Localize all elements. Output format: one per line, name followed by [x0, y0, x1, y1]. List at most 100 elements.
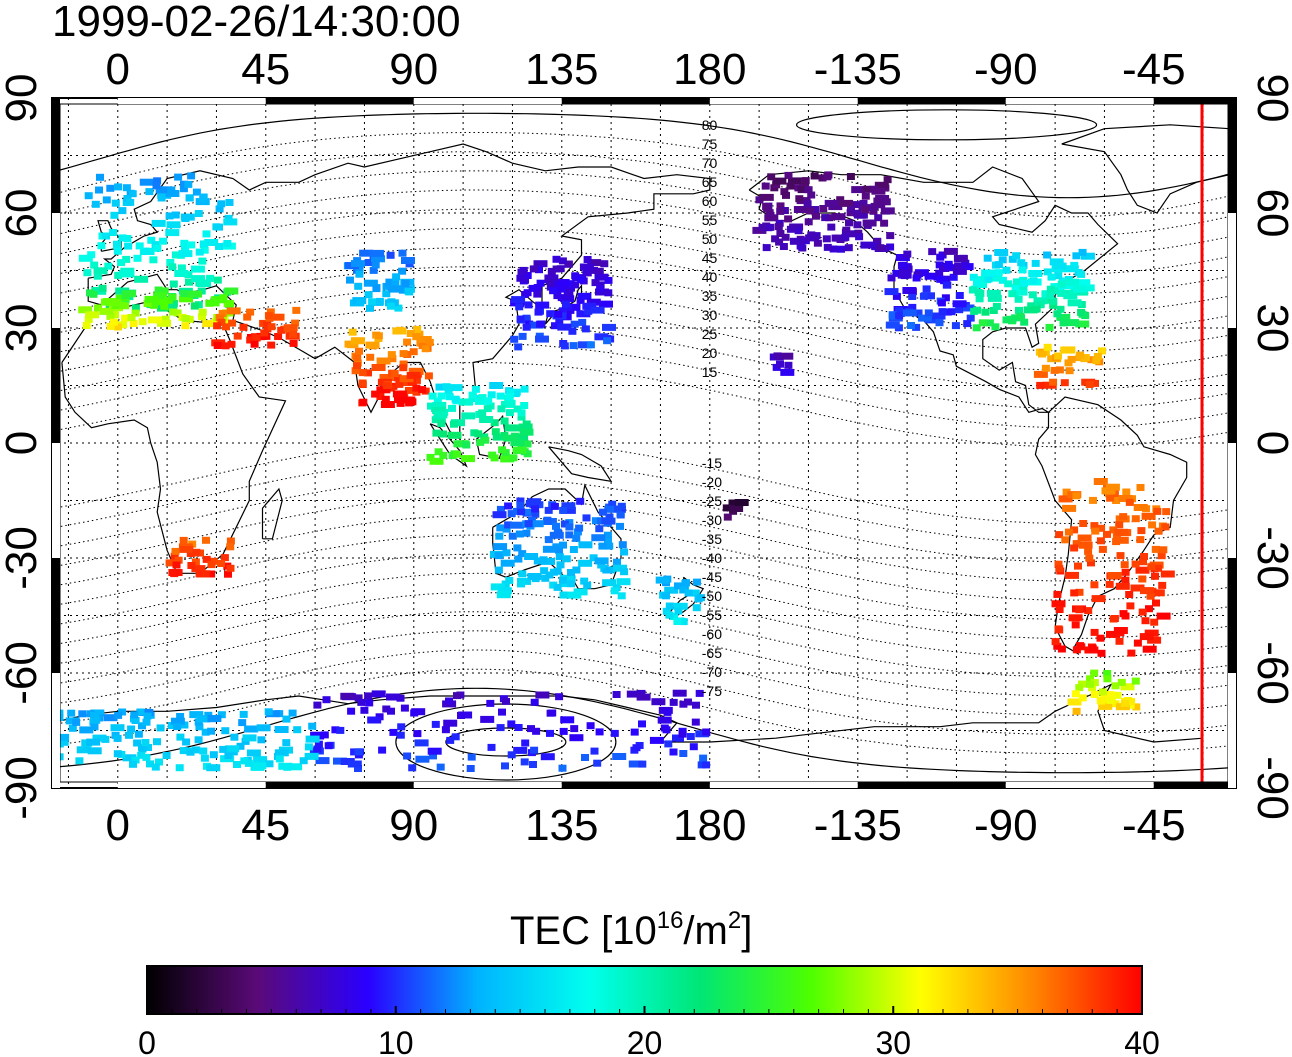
tec-cell [365, 341, 380, 349]
tec-cell [853, 209, 862, 217]
tec-cell [767, 173, 776, 181]
tec-cell [917, 314, 932, 322]
tec-cell [1057, 280, 1066, 288]
tec-cell [359, 249, 374, 257]
new-guinea-coastline [548, 446, 613, 483]
tec-cell [882, 198, 891, 206]
tec-cell [1156, 612, 1171, 620]
tec-cell [655, 576, 670, 584]
tec-cell [1084, 607, 1093, 615]
tec-cell [159, 237, 168, 245]
tec-cell [583, 581, 592, 589]
tec-cell [78, 254, 93, 262]
tec-cell [942, 281, 951, 289]
tec-cell [1098, 545, 1107, 553]
tec-cell [613, 564, 627, 572]
tec-cell [877, 201, 886, 209]
tec-cell [501, 580, 510, 588]
tec-cell [405, 288, 414, 296]
tec-cell [571, 272, 580, 280]
tec-cell [198, 308, 207, 316]
frame-band-right [1228, 673, 1236, 788]
tec-cell [805, 234, 820, 242]
tec-cell [784, 171, 793, 179]
tec-cell [691, 718, 700, 726]
tec-cell [500, 417, 509, 425]
tec-cell [1031, 259, 1040, 267]
tec-cell [336, 726, 345, 734]
tec-cell [651, 698, 666, 706]
tec-cell [518, 550, 527, 558]
top-lon-label: 180 [673, 45, 746, 94]
tec-cell [937, 299, 946, 307]
tec-cell [1079, 520, 1088, 527]
tec-cell [149, 256, 158, 264]
tec-cell [1131, 560, 1140, 568]
tec-cell [594, 333, 609, 341]
tec-cell [914, 309, 923, 317]
tec-cell [355, 347, 363, 355]
tec-cell [224, 752, 233, 759]
tec-cell [763, 205, 772, 213]
tec-cell [831, 213, 846, 221]
tec-cell [776, 207, 785, 215]
tec-cell [804, 218, 813, 226]
tec-cell [156, 724, 165, 732]
tec-cell [524, 553, 539, 560]
tec-cell [389, 728, 398, 736]
tec-cell [153, 738, 161, 746]
tec-cell [1072, 252, 1081, 260]
tec-cell [587, 259, 602, 267]
tec-cell [1050, 283, 1065, 291]
tec-cell [1064, 528, 1073, 536]
tec-cell [346, 276, 354, 284]
tec-cell [358, 379, 367, 387]
tec-cell [134, 275, 149, 283]
tec-cell [524, 520, 533, 528]
tec-cell [723, 513, 732, 521]
tec-cell [1046, 292, 1055, 300]
tec-cell [839, 199, 854, 207]
tec-cell [136, 708, 145, 716]
tec-cell [147, 236, 156, 244]
tec-cell [308, 722, 317, 730]
tec-cell [974, 288, 983, 296]
tec-cell [181, 315, 190, 322]
tec-cell [230, 733, 239, 741]
tec-cell [1061, 346, 1076, 354]
tec-cell [478, 394, 487, 402]
tec-cell [1122, 488, 1131, 496]
tec-cell [397, 723, 406, 731]
tec-cell [1105, 580, 1114, 588]
tec-cell [880, 207, 895, 215]
tec-cell [541, 557, 556, 565]
tec-cell [568, 327, 577, 335]
tec-cell [555, 546, 563, 554]
tec-cell [567, 580, 576, 588]
tec-cell [1125, 498, 1134, 506]
frame-band-bottom [413, 782, 562, 788]
magnetic-contour [52, 361, 1236, 448]
tec-cell [403, 752, 412, 760]
tec-cell [365, 699, 374, 707]
tec-cell [267, 341, 276, 349]
tec-cell [897, 271, 912, 279]
tec-cell [1036, 301, 1045, 309]
tec-cell [841, 233, 850, 241]
tec-cell [87, 251, 96, 259]
tec-cell [899, 261, 908, 269]
tec-cell [498, 446, 507, 454]
tec-cell [167, 186, 176, 194]
tec-cell [888, 311, 897, 319]
tec-cell [1078, 541, 1093, 549]
tec-cell [1087, 559, 1095, 567]
tec-cell [354, 765, 362, 772]
tec-cell [391, 278, 400, 286]
tec-cell [1157, 552, 1166, 560]
tec-cell [191, 558, 200, 566]
tec-cell [1085, 554, 1094, 562]
tec-cell [551, 322, 559, 330]
tec-cell [113, 750, 122, 758]
tec-cell [674, 607, 683, 615]
tec-cell [552, 265, 561, 273]
